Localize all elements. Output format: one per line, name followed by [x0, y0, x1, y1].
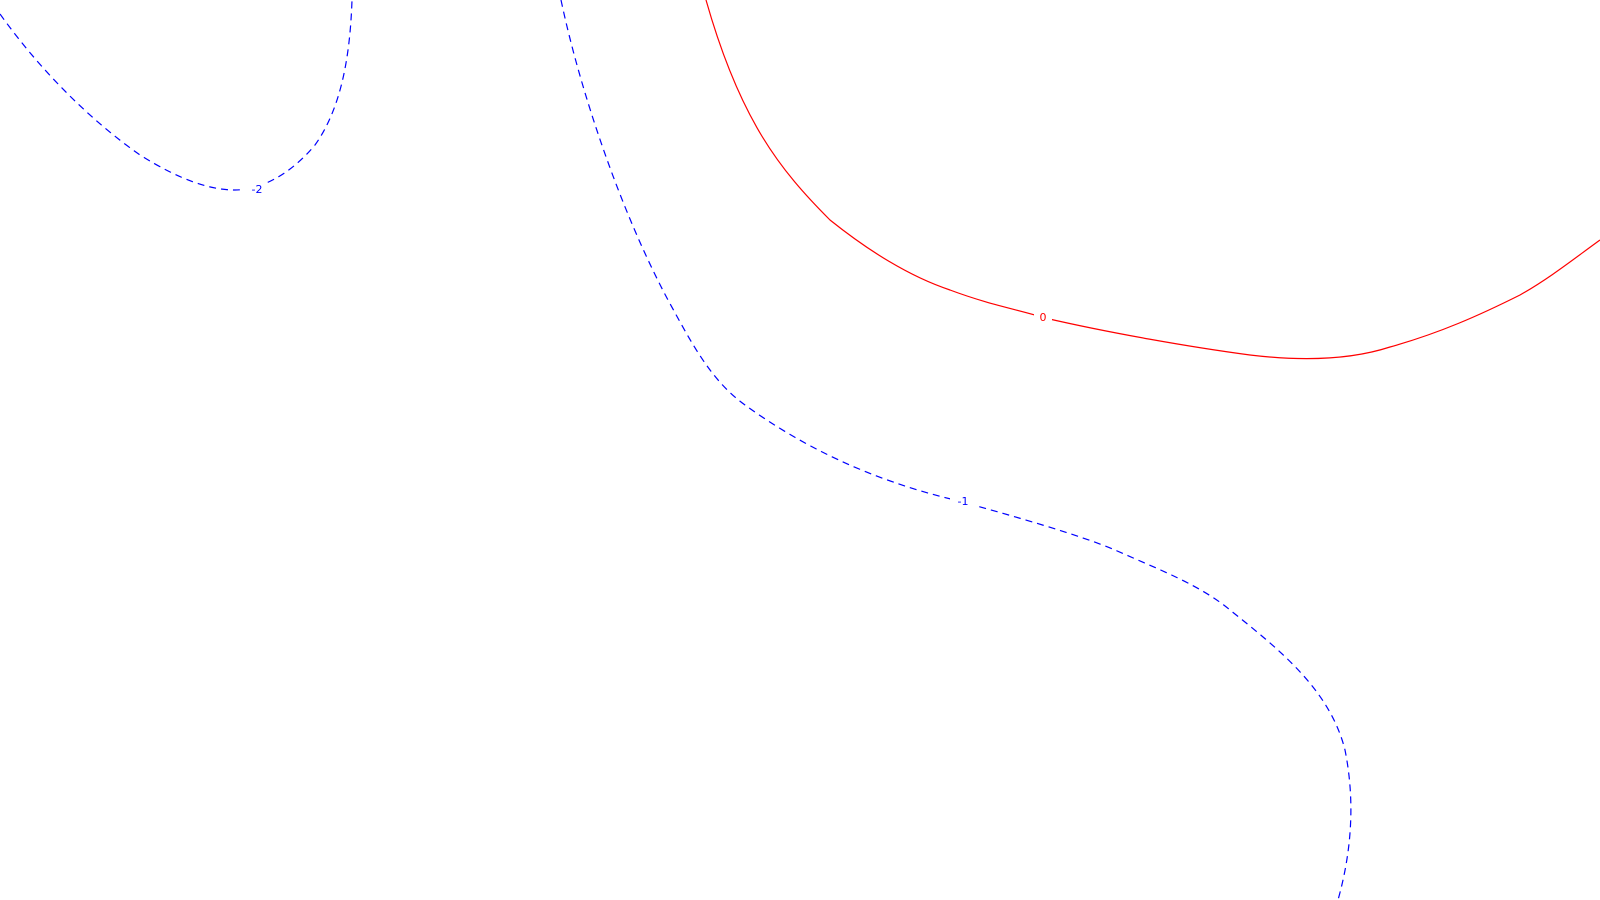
contour-line-minus-1 [560, 0, 1352, 900]
contour-label-minus-1: -1 [958, 495, 969, 508]
contour-label-background-0 [1034, 311, 1052, 325]
contour-label-0: 0 [1040, 311, 1047, 324]
contour-label-minus-2: -2 [252, 183, 263, 196]
contour-label-background-minus-1 [950, 495, 976, 509]
contour-line-0 [705, 0, 1600, 360]
contour-label-background-minus-2 [244, 183, 270, 197]
